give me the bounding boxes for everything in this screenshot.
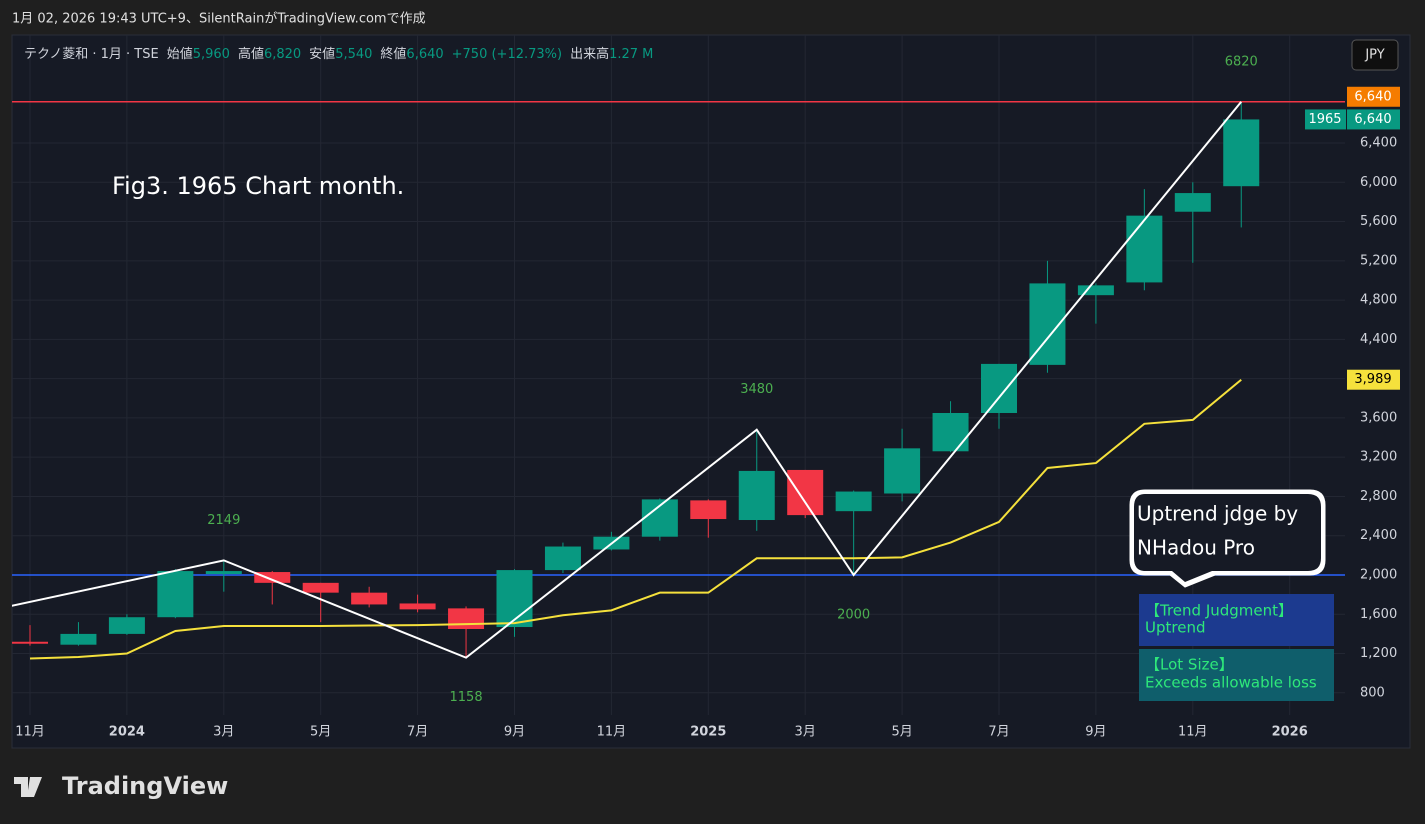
x-tick-label: 2025 (690, 725, 726, 740)
y-tick-label: 6,000 (1360, 175, 1397, 190)
x-tick-label: 2026 (1272, 725, 1308, 740)
price-tag (1347, 369, 1400, 390)
price-tag-label: 6,640 (1354, 112, 1391, 127)
x-tick-label: 7月 (988, 725, 1009, 740)
change: +750 (+12.73%) (452, 47, 562, 62)
y-tick-label: 6,400 (1360, 135, 1397, 150)
price-tag-label: 6,640 (1354, 89, 1391, 104)
price-tag (1347, 86, 1400, 107)
value: 5,960 (193, 47, 230, 62)
x-tick-label: 11月 (597, 725, 627, 740)
x-tick-label: 9月 (1085, 725, 1106, 740)
candle-body (12, 641, 48, 644)
candle-body (981, 363, 1017, 413)
candle-body (1077, 285, 1114, 296)
zigzag-label: 1158 (450, 690, 483, 705)
logo (14, 777, 42, 797)
callout-text: NHadou Pro (1137, 536, 1255, 560)
candle-body (932, 412, 969, 452)
label: 終値 (380, 46, 406, 62)
candle-body (1174, 193, 1211, 212)
y-tick-label: 3,200 (1360, 450, 1397, 465)
zigzag-label: 2149 (207, 513, 240, 528)
callout-text: Uptrend jdge by (1137, 502, 1298, 526)
candle-body (496, 570, 533, 628)
symbol: テクノ菱和 · 1月 · TSE (24, 47, 159, 62)
price-tag-name: 1965 (1308, 112, 1341, 127)
brand: TradingView (62, 772, 228, 800)
candle-body (399, 603, 436, 610)
y-tick-label: 5,600 (1360, 214, 1397, 229)
candle-body (302, 582, 339, 593)
moving-average (29, 378, 1242, 660)
y-tick-label: 2,000 (1360, 567, 1397, 582)
plot (12, 101, 1345, 660)
label: 始値 (167, 46, 193, 62)
y-tick-label: 2,800 (1360, 489, 1397, 504)
callout (1134, 494, 1321, 582)
x-tick-label: 7月 (407, 725, 428, 740)
legend-line: テクノ菱和 · 1月 · TSE 始値5,960 高値6,820 安値5,540 終値6… (24, 46, 653, 62)
y-tick-label: 2,400 (1360, 528, 1397, 543)
candle-body (108, 617, 145, 634)
candle-body (835, 491, 872, 512)
lot-panel (1139, 649, 1334, 701)
y-tick-label: 3,600 (1360, 410, 1397, 425)
caption: 1月 02, 2026 19:43 UTC+9、SilentRainがTradi… (12, 12, 426, 27)
candle-body (157, 571, 194, 618)
candle-body (884, 448, 921, 494)
y-tick-label: 1,200 (1360, 646, 1397, 661)
candle-body (787, 469, 824, 516)
zigzag (12, 101, 1243, 659)
panel-value: Uptrend (1145, 619, 1205, 637)
value: 5,540 (335, 47, 372, 62)
value: 6,820 (264, 47, 301, 62)
label: 高値 (238, 46, 264, 62)
currency: JPY (1364, 48, 1384, 63)
x-tick-label: 3月 (213, 725, 234, 740)
candle-body (544, 546, 581, 571)
x-tick-label: 2024 (109, 725, 145, 740)
label: 安値 (309, 46, 335, 62)
panel-value: Exceeds allowable loss (1145, 674, 1317, 692)
candle-body (254, 572, 291, 583)
candle-body (1223, 119, 1260, 187)
panel-title: 【Lot Size】 (1145, 656, 1234, 674)
y-tick-label: 4,400 (1360, 332, 1397, 347)
trend-panel (1139, 594, 1334, 646)
y-tick-label: 800 (1360, 685, 1385, 700)
value: 1.27 M (609, 47, 653, 62)
x-tick-label: 9月 (504, 725, 525, 740)
x-tick-label: 5月 (310, 725, 331, 740)
x-tick-label: 5月 (891, 725, 912, 740)
panel-title: 【Trend Judgment】 (1145, 602, 1293, 620)
candle-body (205, 571, 242, 575)
y-tick-label: 5,200 (1360, 253, 1397, 268)
x-tick-label: 11月 (1178, 725, 1208, 740)
zigzag-label: 3480 (740, 382, 773, 397)
price-tag (1347, 109, 1400, 130)
candle-body (690, 500, 727, 520)
x-tick-label: 3月 (795, 725, 816, 740)
price-tag-name-box (1305, 109, 1346, 130)
candle-body (351, 592, 388, 605)
zigzag-label: 6820 (1225, 54, 1258, 69)
candle-body (738, 470, 775, 521)
y-tick-label: 4,800 (1360, 293, 1397, 308)
candle-body (1126, 215, 1163, 283)
value: 6,640 (406, 47, 443, 62)
y-tick-label: 1,600 (1360, 607, 1397, 622)
price-tag-label: 3,989 (1354, 372, 1391, 387)
x-tick-label: 11月 (15, 725, 45, 740)
label: 出来高 (570, 46, 609, 62)
candle-body (448, 608, 485, 629)
currency-button[interactable] (1351, 39, 1399, 71)
candle-body (60, 633, 97, 645)
chart-title: Fig3. 1965 Chart month. (112, 172, 404, 200)
zigzag-label: 2000 (837, 607, 870, 622)
